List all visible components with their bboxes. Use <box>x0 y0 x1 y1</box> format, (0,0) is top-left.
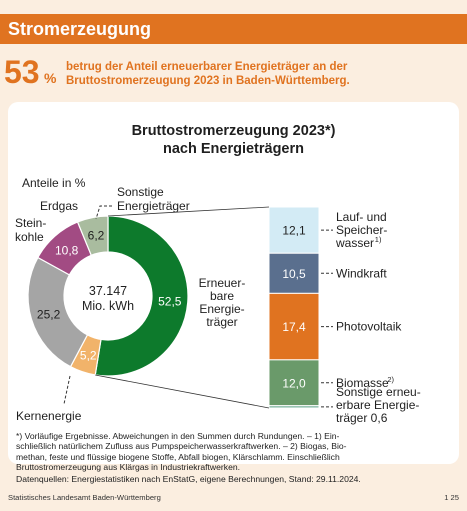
connector-top <box>107 206 270 217</box>
slice-renewable <box>94 215 189 377</box>
highlight-unit: % <box>44 70 57 86</box>
breakdown-other-label-line3: träger 0,6 <box>336 411 388 425</box>
highlight-value: 53 <box>4 54 40 90</box>
breakdown-solar-bar <box>268 292 320 361</box>
leader-other <box>95 205 112 220</box>
highlight-text-line2: Bruttostromerzeugung 2023 in Baden-Württ… <box>66 75 350 87</box>
breakdown-hydro-value: 12,1 <box>282 224 306 238</box>
label-other-line2: Energieträger <box>117 199 190 213</box>
breakdown-biomass-footnote: 2) <box>387 375 394 384</box>
leader-nuclear <box>63 375 71 405</box>
chart-title-line2: nach Energieträgern <box>162 141 304 157</box>
breakdown-wind-value: 10,5 <box>282 267 306 281</box>
breakdown-hydro-label-line2: Speicher- <box>336 223 387 237</box>
breakdown-biomass-bar <box>268 359 320 407</box>
label-renewable-line2: bare <box>210 289 234 303</box>
label-gas: Erdgas <box>40 199 78 213</box>
breakdown-biomass-label-line1: Biomasse <box>336 376 389 390</box>
footnotes: *) Vorläufige Ergebnisse. Abweichungen i… <box>16 431 448 473</box>
slice-value-nuclear: 5,2 <box>80 348 97 362</box>
label-renewable-line4: träger <box>206 315 237 329</box>
breakdown-wind-bar <box>268 252 320 294</box>
connector-bottom <box>95 374 270 409</box>
label-coal-line2: kohle <box>15 230 44 244</box>
slice-value-renewable: 52,5 <box>158 294 182 308</box>
chart-panel <box>8 102 459 464</box>
label-other-line1: Sonstige <box>117 185 164 199</box>
slice-value-coal: 25,2 <box>37 307 61 321</box>
center-total-value: 37.147 <box>89 284 127 298</box>
label-renewable-line1: Erneuer- <box>199 276 246 290</box>
label-renewable-line3: Energie- <box>199 302 244 316</box>
data-sources: Datenquellen: Energiestatistiken nach En… <box>16 474 361 484</box>
breakdown-hydro-label-line3: wasser <box>335 236 374 250</box>
breakdown-solar-label-line1: Photovoltaik <box>336 320 402 334</box>
chart-title: Bruttostromerzeugung 2023*) nach Energie… <box>8 122 459 158</box>
breakdown-other-label-line1: Sonstige erneu- <box>336 385 421 399</box>
section-banner: Stromerzeugung <box>0 14 467 44</box>
footnote-line4: Bruttostromerzeugung aus Klärgas in Indu… <box>16 462 241 473</box>
slice-value-other: 6,2 <box>88 229 105 243</box>
slice-other <box>76 215 109 257</box>
breakdown-other-bar <box>268 405 320 409</box>
breakdown-solar-value: 17,4 <box>282 320 306 334</box>
chart-subtitle: Anteile in % <box>22 176 86 190</box>
breakdown-hydro-label-line1: Lauf- und <box>336 210 387 224</box>
center-total-unit: Mio. kWh <box>82 299 134 313</box>
breakdown-wind-label-line1: Windkraft <box>336 266 387 280</box>
section-title: Stromerzeugung <box>8 19 152 39</box>
footnote-line1: *) Vorläufige Ergebnisse. Abweichungen i… <box>16 431 340 441</box>
footnote-line3: methan, feste und flüssige biogene Stoff… <box>16 451 340 462</box>
breakdown-other-label-line2: erbare Energie- <box>336 398 419 412</box>
highlight-text: betrug der Anteil erneuerbarer Energietr… <box>66 60 406 88</box>
slice-value-gas: 10,8 <box>55 243 79 257</box>
publisher: Statistisches Landesamt Baden-Württember… <box>8 493 161 502</box>
breakdown-hydro-footnote: 1) <box>375 235 382 244</box>
label-coal-line1: Stein- <box>15 216 46 230</box>
highlight-text-line1: betrug der Anteil erneuerbarer Energietr… <box>66 61 348 73</box>
page-number: 1 25 <box>444 493 459 502</box>
chart-title-line1: Bruttostromerzeugung 2023*) <box>131 123 336 139</box>
breakdown-biomass-value: 12,0 <box>282 376 306 390</box>
slice-coal <box>27 256 89 368</box>
label-nuclear: Kernenergie <box>16 409 82 423</box>
footnote-line2: schließlich natürlichem Zufluss aus Pump… <box>16 441 347 452</box>
breakdown-hydro-bar <box>268 206 320 254</box>
